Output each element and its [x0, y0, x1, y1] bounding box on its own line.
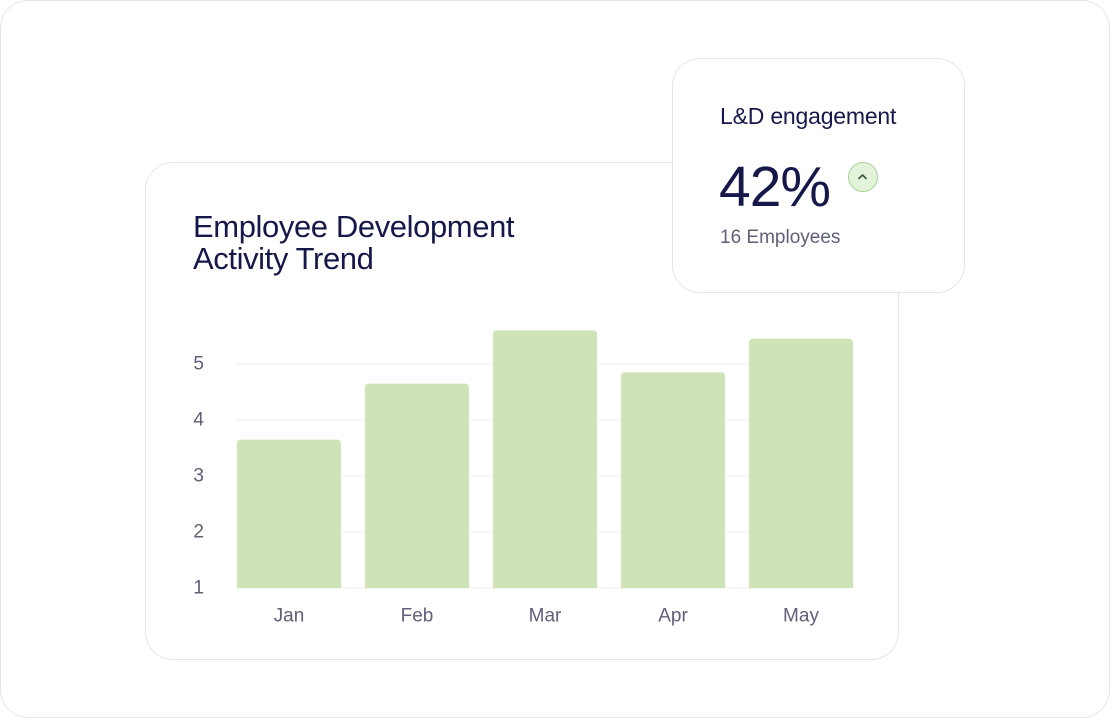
x-tick-label-mar: Mar: [529, 606, 562, 627]
kpi-value: 42%: [719, 155, 831, 219]
bar-jan: [237, 439, 341, 588]
x-tick-label-feb: Feb: [401, 606, 434, 627]
kpi-subtitle: 16 Employees: [720, 227, 841, 248]
y-tick-label: 5: [193, 354, 204, 375]
bar-mar: [493, 330, 597, 588]
chevron-up-icon: [858, 174, 867, 180]
bar-feb: [365, 383, 469, 588]
x-tick-label-apr: Apr: [658, 606, 688, 627]
y-axis-ticks: 1 2 3 4 5: [193, 354, 204, 599]
bar-apr: [621, 372, 725, 588]
y-tick-label: 1: [193, 578, 204, 599]
x-tick-label-jan: Jan: [274, 606, 305, 627]
bar-chart: 1 2 3 4 5 Jan Feb Mar Apr May: [193, 330, 853, 627]
trend-up-badge: [848, 162, 878, 192]
y-tick-label: 2: [193, 522, 204, 543]
y-tick-label: 4: [193, 410, 204, 431]
bars: [237, 330, 853, 588]
bar-may: [749, 338, 853, 588]
y-tick-label: 3: [193, 466, 204, 487]
chart-title: Employee Development Activity Trend: [193, 209, 515, 276]
x-tick-label-may: May: [783, 606, 819, 627]
ld-engagement-card: L&D engagement 42% 16 Employees: [672, 58, 965, 293]
x-axis-ticks: Jan Feb Mar Apr May: [274, 606, 820, 627]
kpi-title: L&D engagement: [720, 103, 897, 129]
activity-trend-card: Employee Development Activity Trend 1 2 3 4…: [145, 162, 899, 660]
